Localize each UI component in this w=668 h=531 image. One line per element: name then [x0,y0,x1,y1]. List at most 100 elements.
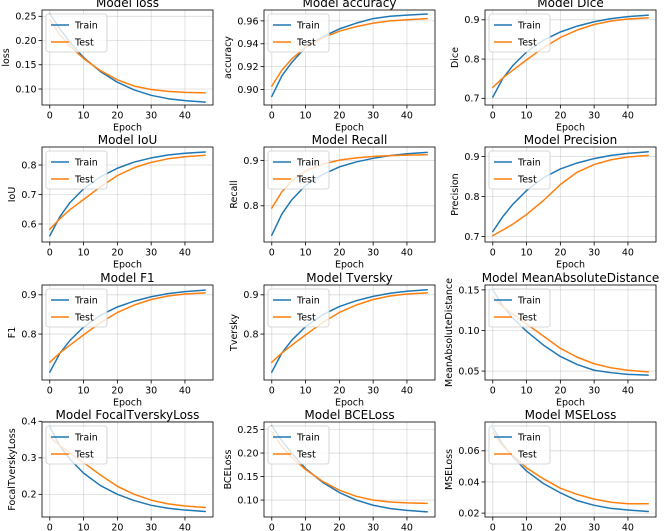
y-tick-label: 0.10 [237,495,258,506]
x-tick-label: 40 [622,386,634,397]
y-tick-label: 0.2 [21,490,36,501]
x-tick-label: 20 [111,248,123,259]
chart-title: Model Precision [524,133,617,147]
chart-legend: Train Test [45,13,108,53]
chart-title: Model MSELoss [525,408,617,422]
test-legend-label: Test [517,313,537,324]
test-legend-label: Test [74,450,94,461]
x-tick-label: 20 [333,523,345,531]
chart-legend: Train Test [488,425,551,465]
axes-frame [263,284,436,381]
y-tick-label: 0.25 [237,425,258,436]
y-axis-label: MeanAbsoluteDistance [444,278,455,387]
x-axis-label: Epoch [113,398,142,409]
y-tick-label: 0.05 [458,366,479,377]
test-legend-label: Test [74,175,94,186]
test-legend-label: Test [296,38,316,49]
chart-legend: Train Test [488,150,551,190]
chart-title: Model MeanAbsoluteDistance [482,271,659,285]
x-tick-label: 0 [490,248,496,259]
train-legend-label: Train [74,158,98,169]
y-axis-label: Tversky [229,314,240,352]
x-axis-label: Epoch [113,260,142,271]
y-tick-label: 0.8 [464,192,479,203]
x-tick-label: 30 [588,111,600,122]
x-tick-label: 0 [47,111,53,122]
chart-title: Model Recall [312,133,388,147]
y-tick-label: 0.7 [464,94,479,105]
chart-title: Model FocalTverskyLoss [56,408,200,422]
y-axis-label: MSELoss [444,449,455,490]
x-tick-label: 10 [521,523,533,531]
x-tick-label: 20 [111,111,123,122]
x-tick-label: 10 [78,248,90,259]
y-tick-label: 0.9 [21,290,36,301]
test-series-line [271,17,428,87]
test-legend-label: Test [74,313,94,324]
axes-frame [41,9,214,106]
chart-panel: 0 10 20 30 40 0.90 0.92 0.94 0.96 Model accuracy E… [223,0,436,134]
y-axis-label: loss [1,48,12,66]
y-tick-label: 0.4 [21,417,36,428]
x-tick-label: 40 [401,111,413,122]
chart-legend: Train Test [267,288,330,328]
x-axis-label: Epoch [113,123,142,134]
x-tick-label: 40 [401,248,413,259]
x-tick-label: 30 [145,523,157,531]
y-tick-label: 0.9 [464,15,479,26]
axes-frame [41,421,214,518]
x-axis-label: Epoch [335,123,364,134]
test-legend-label: Test [74,38,94,49]
y-tick-label: 0.8 [21,329,36,340]
train-legend-label: Train [74,296,98,307]
x-tick-label: 40 [401,523,413,531]
train-series-line [271,13,428,98]
x-tick-label: 0 [269,523,275,531]
train-legend-label: Train [296,296,320,307]
train-series-line [271,288,428,373]
train-legend-label: Train [517,158,541,169]
x-tick-label: 40 [179,111,191,122]
chart-legend: Train Test [45,288,108,328]
chart-legend: Train Test [267,150,330,190]
x-tick-label: 40 [179,386,191,397]
axes-frame [263,421,436,518]
y-tick-label: 0.9 [243,290,258,301]
y-tick-label: 0.8 [243,329,258,340]
x-tick-label: 40 [622,248,634,259]
x-tick-label: 0 [47,523,53,531]
x-tick-label: 40 [401,386,413,397]
x-tick-label: 10 [78,111,90,122]
x-tick-label: 0 [490,111,496,122]
test-series-line [49,292,206,364]
y-tick-label: 0.10 [458,326,479,337]
y-tick-label: 0.90 [237,85,258,96]
axes-frame [263,146,436,243]
train-legend-label: Train [74,433,98,444]
chart-title: Model Dice [537,0,603,10]
y-tick-label: 0.7 [464,232,479,243]
x-tick-label: 40 [179,523,191,531]
x-tick-label: 0 [490,386,496,397]
chart-panel: 0 10 20 30 40 0.7 0.8 0.9 Model Precision Epoch Pr… [450,133,657,271]
test-legend-label: Test [296,313,316,324]
y-tick-label: 0.7 [21,190,36,201]
y-tick-label: 0.96 [237,16,258,27]
x-axis-label: Epoch [556,260,585,271]
x-tick-label: 10 [78,386,90,397]
x-axis-label: Epoch [335,398,364,409]
axes-frame [41,284,214,381]
test-series-line [271,292,428,364]
chart-title: Model Tversky [306,271,392,285]
x-tick-label: 20 [554,386,566,397]
chart-title: Model accuracy [303,0,397,10]
x-tick-label: 30 [367,523,379,531]
test-legend-label: Test [517,450,537,461]
chart-title: Model BCELoss [304,408,394,422]
x-tick-label: 20 [111,386,123,397]
chart-title: Model F1 [100,271,154,285]
train-series-line [492,14,649,98]
y-axis-label: Recall [229,180,240,208]
train-legend-label: Train [74,21,98,32]
